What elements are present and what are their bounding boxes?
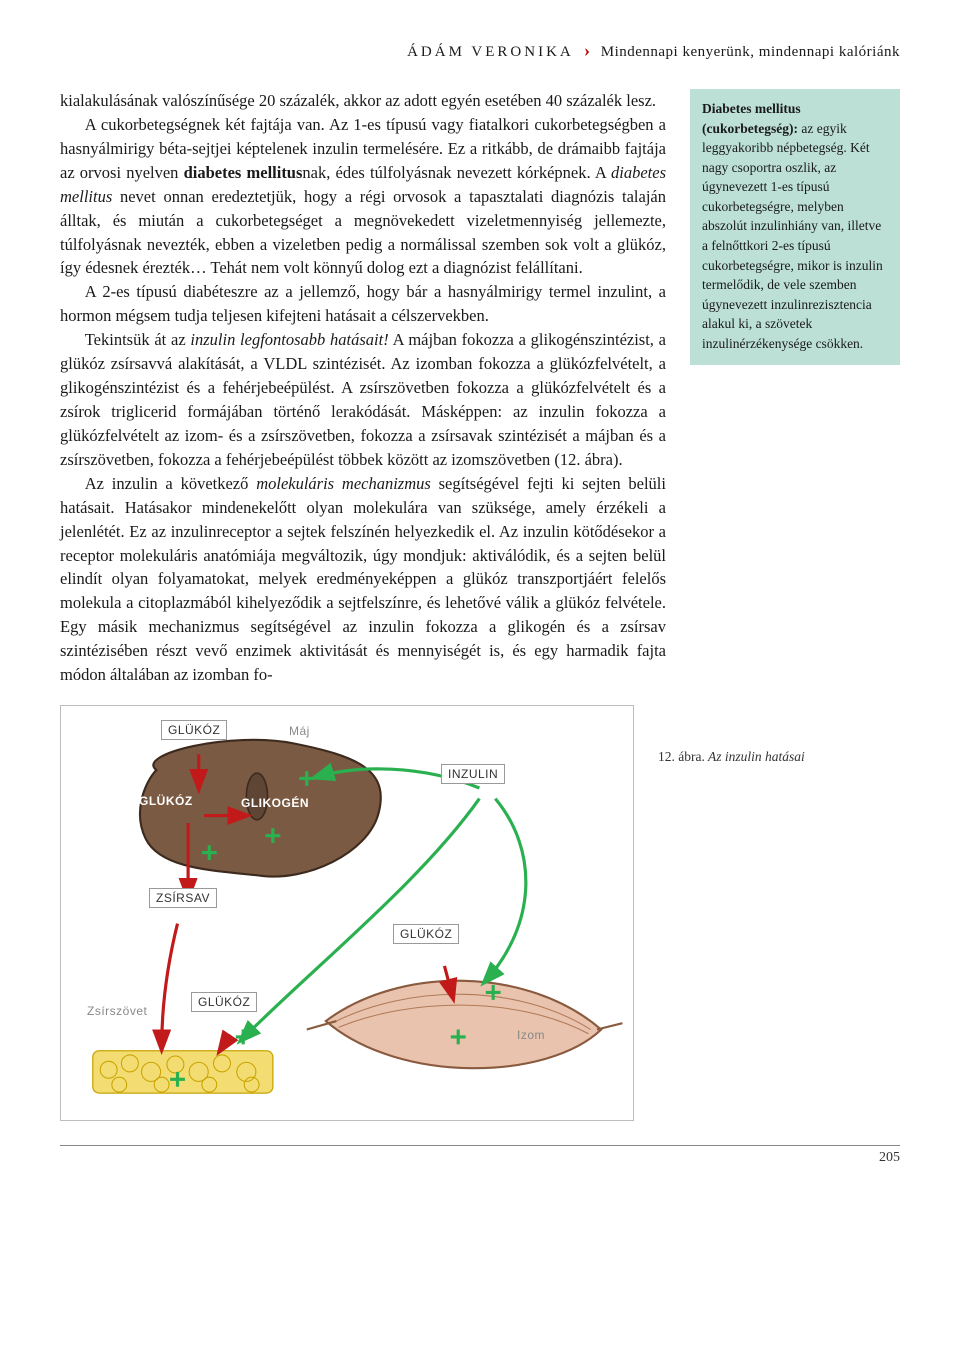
label-glikogen: GLIKOGÉN xyxy=(241,796,309,810)
side-column: Diabetes mellitus (cukorbetegség): az eg… xyxy=(690,89,900,365)
definition-title: Diabetes mellitus (cukorbetegség): xyxy=(702,101,801,136)
definition-text: az egyik leggyakoribb népbetegség. Két n… xyxy=(702,121,883,351)
figure-caption-number: 12. ábra. xyxy=(658,749,705,764)
label-zsirsav: ZSÍRSAV xyxy=(149,888,217,908)
paragraph-4: Tekintsük át az inzulin legfontosabb hat… xyxy=(60,328,666,472)
figure-caption-title: Az inzulin hatásai xyxy=(705,749,805,764)
label-izom: Izom xyxy=(517,1028,545,1042)
label-maj: Máj xyxy=(289,724,310,738)
figure-caption: 12. ábra. Az inzulin hatásai xyxy=(658,749,900,765)
label-glukoz-fat: GLÜKÓZ xyxy=(191,992,257,1012)
header-title: Mindennapi kenyerünk, mindennapi kalóriá… xyxy=(601,44,900,60)
figure-12-diagram: GLÜKÓZ Máj INZULIN GLÜKÓZ GLIKOGÉN ZSÍRS… xyxy=(60,705,634,1121)
diagram-svg xyxy=(61,706,633,1120)
label-zsirszovet: Zsírszövet xyxy=(87,1004,147,1018)
main-column: kialakulásának valószínűsége 20 százalék… xyxy=(60,89,666,687)
header-author: ÁDÁM VERONIKA xyxy=(407,44,574,60)
label-inzulin: INZULIN xyxy=(441,764,505,784)
label-glukoz-liver: GLÜKÓZ xyxy=(139,794,193,808)
label-glukoz-muscle: GLÜKÓZ xyxy=(393,924,459,944)
definition-box: Diabetes mellitus (cukorbetegség): az eg… xyxy=(690,89,900,365)
page-number: 205 xyxy=(60,1145,900,1166)
header-separator: › xyxy=(578,40,597,60)
paragraph-2: A cukorbetegségnek két fajtája van. Az 1… xyxy=(60,113,666,280)
paragraph-1: kialakulásának valószínűsége 20 százalék… xyxy=(60,89,666,113)
running-head: ÁDÁM VERONIKA › Mindennapi kenyerünk, mi… xyxy=(60,40,900,61)
paragraph-3: A 2-es típusú diabéteszre az a jellemző,… xyxy=(60,280,666,328)
paragraph-5: Az inzulin a következő molekuláris mecha… xyxy=(60,472,666,687)
label-glukoz-top: GLÜKÓZ xyxy=(161,720,227,740)
